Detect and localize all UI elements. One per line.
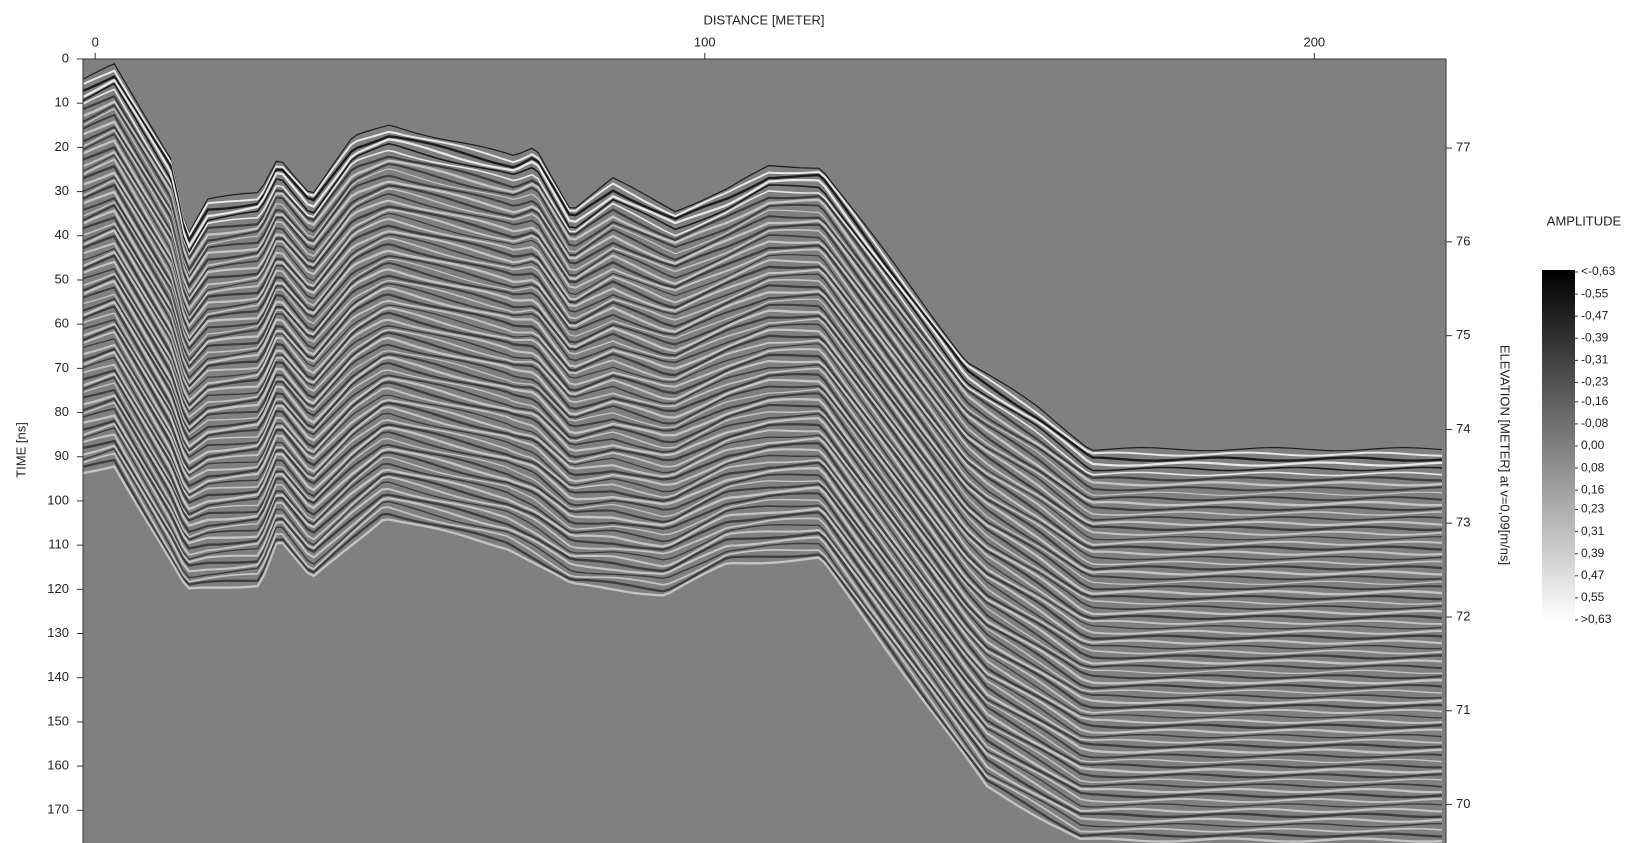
y2-tick-label: 74	[1456, 421, 1470, 436]
colorbar-title: AMPLITUDE	[1547, 213, 1622, 228]
colorbar-tick-label: 0,23	[1581, 502, 1605, 516]
colorbar-tick-label: -0,16	[1581, 394, 1609, 408]
y2-tick-label: 72	[1456, 608, 1470, 623]
colorbar-tick-label: -0,23	[1581, 375, 1609, 389]
colorbar-tick-label: 0,55	[1581, 590, 1605, 604]
y-tick-label: 150	[47, 713, 69, 728]
colorbar-tick-label: <-0,63	[1581, 264, 1616, 278]
colorbar-tick-label: -0,39	[1581, 330, 1609, 344]
x-tick-label: 200	[1303, 34, 1325, 49]
y2-axis-title: ELEVATION [METER] at v=0,09[m/ns]	[1498, 345, 1513, 565]
y-tick-label: 100	[47, 492, 69, 507]
y-tick-label: 10	[55, 95, 69, 110]
y-tick-label: 110	[48, 537, 69, 552]
colorbar-tick-label: -0,47	[1581, 308, 1609, 322]
y-tick-label: 140	[47, 669, 69, 684]
y-axis-title: TIME [ns]	[13, 422, 28, 478]
colorbar-tick-label: 0,00	[1581, 438, 1605, 452]
y-tick-label: 160	[47, 758, 69, 773]
colorbar-tick-label: 0,31	[1581, 524, 1605, 538]
y-tick-label: 80	[55, 404, 69, 419]
y2-tick-label: 75	[1456, 327, 1470, 342]
y2-tick-label: 73	[1456, 515, 1470, 530]
y2-tick-label: 77	[1456, 140, 1470, 155]
colorbar	[1542, 270, 1575, 621]
x-tick-label: 100	[694, 34, 716, 49]
y-tick-label: 20	[55, 139, 69, 154]
chart: DISTANCE [METER] TIME [ns] ELEVATION [ME…	[0, 0, 1629, 843]
y-tick-label: 0	[62, 50, 69, 65]
y-tick-label: 40	[55, 227, 69, 242]
colorbar-tick-label: 0,39	[1581, 546, 1605, 560]
colorbar-tick-label: -0,31	[1581, 353, 1609, 367]
y-tick-label: 170	[47, 802, 69, 817]
colorbar-tick-label: 0,47	[1581, 568, 1605, 582]
colorbar-tick-label: 0,16	[1581, 482, 1605, 496]
y2-tick-label: 76	[1456, 233, 1470, 248]
x-tick-label: 0	[92, 34, 99, 49]
colorbar-tick-label: -0,55	[1581, 286, 1609, 300]
y-tick-label: 30	[55, 183, 69, 198]
colorbar-tick-label: 0,08	[1581, 460, 1605, 474]
colorbar-tick-label: -0,08	[1581, 416, 1609, 430]
y-tick-label: 120	[47, 581, 69, 596]
y-tick-label: 130	[47, 625, 69, 640]
colorbar-tick-label: >0,63	[1581, 612, 1612, 626]
y-tick-label: 60	[55, 316, 69, 331]
y2-tick-label: 71	[1456, 702, 1470, 717]
y-tick-label: 70	[55, 360, 69, 375]
y-tick-label: 50	[55, 271, 69, 286]
y2-tick-label: 70	[1456, 796, 1470, 811]
x-axis-title: DISTANCE [METER]	[703, 12, 824, 27]
y-tick-label: 90	[55, 448, 69, 463]
